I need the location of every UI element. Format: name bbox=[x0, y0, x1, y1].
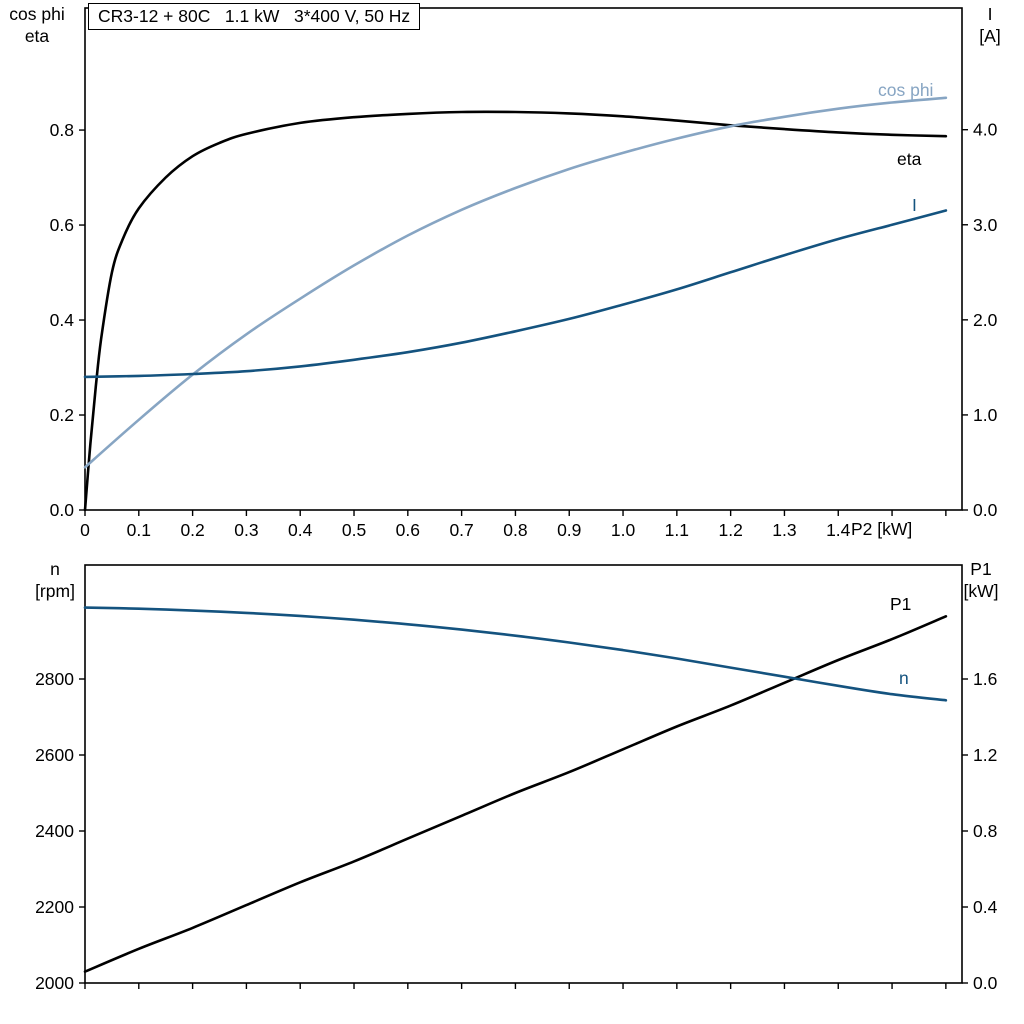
x-tick-label: 0.1 bbox=[127, 520, 151, 540]
x-tick-label: 1.4 bbox=[826, 520, 851, 540]
series-speed bbox=[83, 606, 948, 702]
x-tick-label: 1.2 bbox=[718, 520, 742, 540]
y-right-tick-label: 1.2 bbox=[973, 745, 997, 765]
y-right-tick-label: 2.0 bbox=[973, 310, 998, 330]
x-tick-label: 1.1 bbox=[665, 520, 689, 540]
y-right-tick-label: 0.0 bbox=[973, 500, 998, 520]
y-left-tick-label: 2600 bbox=[35, 745, 74, 765]
axis-header-cos-phi: cos phi bbox=[9, 4, 65, 24]
curve-label-cos-phi: cos phi bbox=[878, 80, 934, 100]
y-right-tick-label: 4.0 bbox=[973, 120, 998, 140]
x-tick-label: 1.3 bbox=[772, 520, 796, 540]
bottom-right-axis-header: P1 [kW] bbox=[950, 558, 1012, 602]
y-right-tick-label: 3.0 bbox=[973, 215, 998, 235]
x-tick-label: 0.9 bbox=[557, 520, 581, 540]
y-left-tick-label: 0.8 bbox=[50, 120, 74, 140]
y-left-tick-label: 0.6 bbox=[50, 215, 74, 235]
series-current bbox=[83, 209, 948, 379]
series-cos-phi bbox=[83, 96, 948, 469]
series-p1 bbox=[83, 615, 948, 973]
axis-header-p1: P1 bbox=[970, 559, 992, 579]
curve-label-p1: P1 bbox=[890, 594, 912, 614]
plot-frame bbox=[84, 564, 963, 984]
y-left-tick-label: 0.2 bbox=[50, 405, 74, 425]
bottom-left-axis-header: n [rpm] bbox=[20, 558, 90, 602]
axis-header-current: I bbox=[987, 4, 993, 24]
x-tick-label: 0.4 bbox=[288, 520, 313, 540]
curve-label-eta: eta bbox=[897, 149, 922, 169]
axis-header-current-unit: [A] bbox=[979, 26, 1001, 47]
y-right-tick-label: 0.4 bbox=[973, 897, 998, 917]
axis-header-speed-unit: [rpm] bbox=[35, 581, 75, 602]
axis-header-speed: n bbox=[50, 559, 60, 579]
x-tick-label: 0.2 bbox=[180, 520, 204, 540]
x-tick-label: 0.8 bbox=[503, 520, 527, 540]
y-left-tick-label: 2400 bbox=[35, 821, 74, 841]
y-left-tick-label: 0.0 bbox=[50, 500, 75, 520]
x-tick-label: 0.3 bbox=[234, 520, 258, 540]
series-eta bbox=[83, 110, 948, 512]
x-axis-unit-label: P2 [kW] bbox=[851, 519, 913, 539]
top-left-axis-header: cos phi eta bbox=[4, 3, 70, 47]
y-right-tick-label: 0.8 bbox=[973, 821, 997, 841]
chart-title: CR3-12 + 80C 1.1 kW 3*400 V, 50 Hz bbox=[88, 3, 421, 30]
y-right-tick-label: 1.6 bbox=[973, 669, 997, 689]
axis-header-eta: eta bbox=[24, 26, 50, 47]
y-left-tick-label: 2200 bbox=[35, 897, 74, 917]
y-left-tick-label: 2800 bbox=[35, 669, 74, 689]
y-left-tick-label: 0.4 bbox=[50, 310, 75, 330]
x-tick-label: 0.6 bbox=[396, 520, 420, 540]
plot-frame bbox=[84, 7, 963, 511]
curve-label-current: I bbox=[912, 195, 917, 215]
y-right-tick-label: 1.0 bbox=[973, 405, 998, 425]
y-left-tick-label: 2000 bbox=[35, 973, 74, 993]
x-tick-label: 0.5 bbox=[342, 520, 366, 540]
x-tick-label: 1.0 bbox=[611, 520, 636, 540]
y-right-tick-label: 0.0 bbox=[973, 973, 998, 993]
x-tick-label: 0.7 bbox=[449, 520, 473, 540]
x-tick-label: 0 bbox=[80, 520, 90, 540]
curve-label-speed: n bbox=[899, 668, 909, 688]
axis-header-p1-unit: [kW] bbox=[963, 581, 999, 602]
top-right-axis-header: I [A] bbox=[962, 3, 1018, 47]
